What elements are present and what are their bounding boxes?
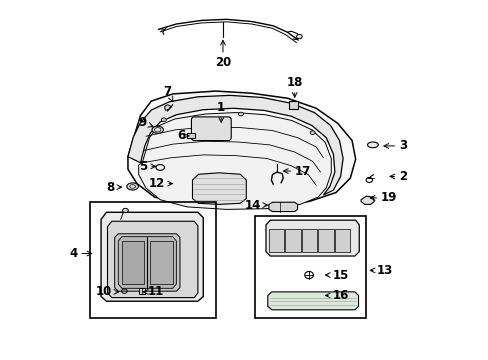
Polygon shape <box>101 212 203 301</box>
Ellipse shape <box>161 118 166 122</box>
Text: 5: 5 <box>139 160 155 173</box>
Polygon shape <box>139 113 330 210</box>
Bar <box>289 101 298 109</box>
Polygon shape <box>128 95 343 195</box>
Bar <box>139 288 144 294</box>
Text: 7: 7 <box>163 85 173 102</box>
Polygon shape <box>107 221 198 298</box>
Bar <box>89 202 215 318</box>
Text: 14: 14 <box>244 199 267 212</box>
Text: 11: 11 <box>143 285 163 298</box>
Polygon shape <box>268 229 284 252</box>
Text: 9: 9 <box>139 116 153 129</box>
Text: 13: 13 <box>369 264 393 277</box>
Polygon shape <box>334 229 349 252</box>
FancyBboxPatch shape <box>191 117 231 140</box>
Ellipse shape <box>122 208 128 213</box>
Ellipse shape <box>152 126 163 134</box>
Polygon shape <box>285 229 300 252</box>
Polygon shape <box>192 173 246 204</box>
Ellipse shape <box>238 112 243 116</box>
Ellipse shape <box>296 35 302 39</box>
Text: 19: 19 <box>369 192 396 204</box>
Text: 16: 16 <box>325 289 348 302</box>
Text: 8: 8 <box>106 181 122 194</box>
Polygon shape <box>149 241 172 284</box>
Text: 10: 10 <box>95 285 119 298</box>
Polygon shape <box>164 105 170 111</box>
Polygon shape <box>267 292 358 310</box>
Text: 17: 17 <box>283 165 310 177</box>
Text: 1: 1 <box>217 101 225 122</box>
Ellipse shape <box>309 131 314 134</box>
Text: 6: 6 <box>177 129 189 143</box>
Text: 3: 3 <box>383 139 406 152</box>
Polygon shape <box>268 202 297 212</box>
Ellipse shape <box>367 142 378 148</box>
Polygon shape <box>115 234 180 291</box>
Text: 12: 12 <box>148 177 172 190</box>
Text: 2: 2 <box>389 170 406 183</box>
Polygon shape <box>318 229 333 252</box>
Text: 18: 18 <box>286 76 302 97</box>
Text: 15: 15 <box>325 269 348 282</box>
Polygon shape <box>360 196 373 204</box>
Text: 20: 20 <box>214 40 231 69</box>
Polygon shape <box>118 237 176 288</box>
Polygon shape <box>301 229 317 252</box>
Polygon shape <box>265 220 359 256</box>
Polygon shape <box>122 241 144 284</box>
Polygon shape <box>128 91 355 207</box>
Bar <box>187 134 195 138</box>
Ellipse shape <box>126 183 138 190</box>
Text: 4: 4 <box>69 247 92 260</box>
Bar <box>255 216 366 318</box>
